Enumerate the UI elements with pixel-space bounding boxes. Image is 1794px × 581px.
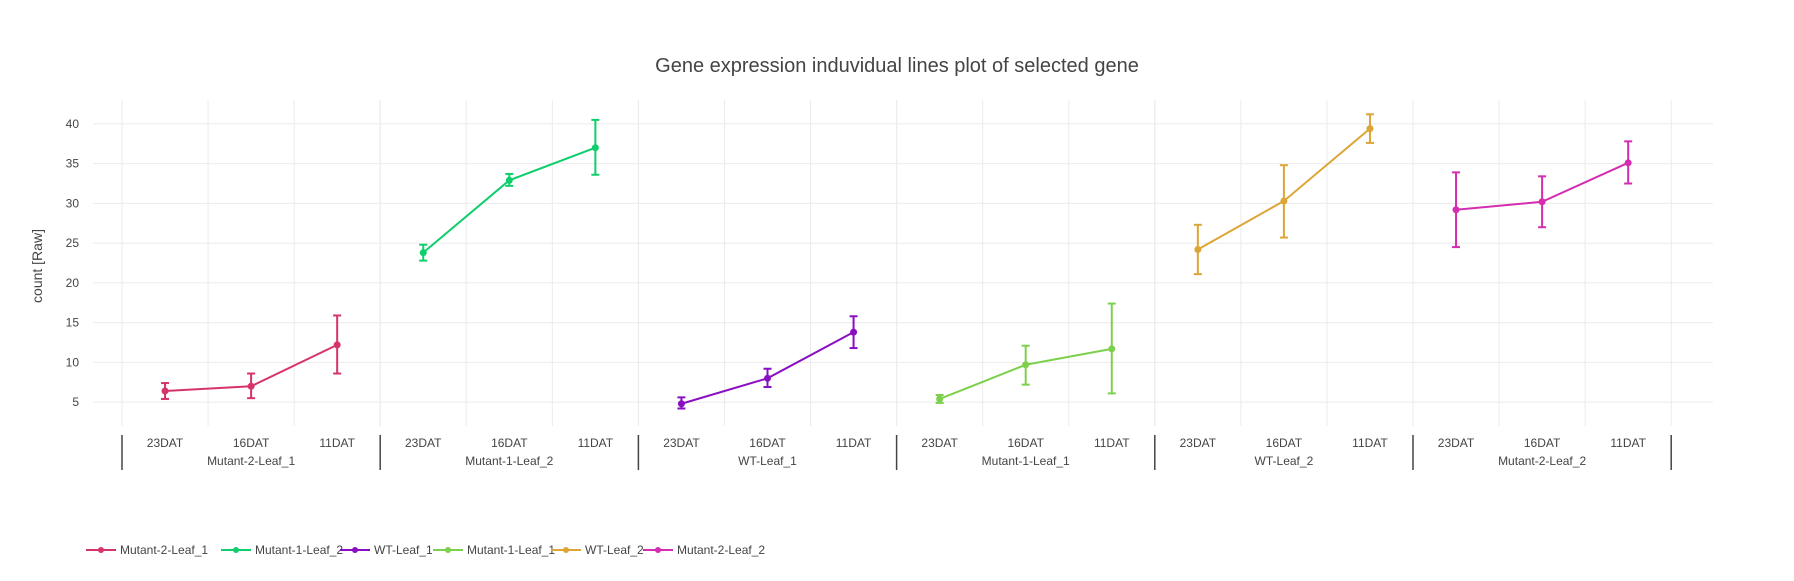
x-tick-label: 16DAT: [233, 436, 270, 450]
legend-item[interactable]: Mutant-1-Leaf_2: [221, 543, 343, 557]
x-group-label: Mutant-1-Leaf_2: [465, 454, 553, 468]
x-tick-label: 11DAT: [1352, 436, 1388, 450]
x-tick-label: 11DAT: [836, 436, 872, 450]
x-tick-label: 23DAT: [1438, 436, 1475, 450]
data-point[interactable]: [247, 382, 255, 390]
y-tick-label: 35: [66, 157, 80, 171]
series-Mutant-1-Leaf_2[interactable]: [419, 118, 600, 262]
y-tick-label: 15: [66, 316, 80, 330]
data-point[interactable]: [1280, 197, 1288, 205]
x-axis: 23DAT 16DAT 11DAT Mutant-2-Leaf_1 23DAT 16DAT…: [121, 435, 1672, 470]
legend-marker: [233, 547, 239, 553]
x-tick-label: 16DAT: [1266, 436, 1303, 450]
legend-label: Mutant-2-Leaf_2: [677, 543, 765, 557]
chart-title: Gene expression induvidual lines plot of…: [655, 55, 1139, 77]
x-group-label: Mutant-1-Leaf_1: [982, 454, 1070, 468]
data-point[interactable]: [591, 144, 599, 152]
legend-label: WT-Leaf_1: [374, 543, 433, 557]
x-tick-label: 11DAT: [319, 436, 355, 450]
legend-label: WT-Leaf_2: [585, 543, 644, 557]
series-WT-Leaf_2[interactable]: [1193, 113, 1374, 276]
x-tick-label: 11DAT: [1610, 436, 1646, 450]
legend-marker: [352, 547, 358, 553]
data-point[interactable]: [936, 395, 944, 403]
legend-label: Mutant-1-Leaf_1: [467, 543, 555, 557]
y-tick-label: 20: [66, 276, 80, 290]
series-WT-Leaf_1[interactable]: [677, 315, 858, 410]
x-tick-label: 11DAT: [578, 436, 614, 450]
legend-item[interactable]: WT-Leaf_2: [551, 543, 644, 557]
x-group-label: WT-Leaf_1: [738, 454, 797, 468]
x-group-label: Mutant-2-Leaf_1: [207, 454, 295, 468]
legend-marker: [655, 547, 661, 553]
gridlines: [93, 100, 1713, 426]
y-axis-title: count [Raw]: [29, 229, 45, 303]
y-tick-label: 40: [66, 117, 80, 131]
x-tick-label: 23DAT: [1180, 436, 1217, 450]
legend-item[interactable]: Mutant-2-Leaf_2: [643, 543, 765, 557]
legend-marker: [563, 547, 569, 553]
x-tick-label: 23DAT: [405, 436, 442, 450]
data-point[interactable]: [850, 328, 858, 336]
series-Mutant-2-Leaf_2[interactable]: [1452, 140, 1633, 249]
data-point[interactable]: [505, 176, 513, 184]
x-tick-label: 16DAT: [749, 436, 786, 450]
x-group-label: Mutant-2-Leaf_2: [1498, 454, 1586, 468]
legend-marker: [98, 547, 104, 553]
data-point[interactable]: [419, 249, 427, 257]
legend-label: Mutant-2-Leaf_1: [120, 543, 208, 557]
legend[interactable]: Mutant-2-Leaf_1 Mutant-1-Leaf_2 WT-Leaf_1 M…: [86, 543, 765, 557]
data-point[interactable]: [1624, 159, 1632, 167]
y-axis-ticks: 5 10 15 20 25 30 35 40: [66, 117, 80, 409]
y-tick-label: 10: [66, 355, 80, 369]
legend-item[interactable]: Mutant-2-Leaf_1: [86, 543, 208, 557]
data-point[interactable]: [1022, 361, 1030, 369]
data-point[interactable]: [333, 341, 341, 349]
x-tick-label: 23DAT: [147, 436, 184, 450]
legend-item[interactable]: Mutant-1-Leaf_1: [433, 543, 555, 557]
series-Mutant-1-Leaf_1[interactable]: [935, 302, 1116, 404]
y-tick-label: 5: [72, 395, 79, 409]
data-point[interactable]: [1366, 125, 1374, 133]
x-tick-label: 23DAT: [921, 436, 958, 450]
x-tick-label: 16DAT: [1007, 436, 1044, 450]
legend-label: Mutant-1-Leaf_2: [255, 543, 343, 557]
x-tick-label: 16DAT: [1524, 436, 1561, 450]
data-point[interactable]: [677, 400, 685, 408]
x-group-label: WT-Leaf_2: [1255, 454, 1314, 468]
data-point[interactable]: [1452, 206, 1460, 214]
data-point[interactable]: [1194, 245, 1202, 253]
data-point[interactable]: [161, 387, 169, 395]
x-tick-label: 11DAT: [1094, 436, 1130, 450]
series-Mutant-2-Leaf_1[interactable]: [161, 314, 342, 400]
data-point[interactable]: [1108, 345, 1116, 353]
y-tick-label: 25: [66, 236, 80, 250]
data-point[interactable]: [764, 374, 771, 382]
y-tick-label: 30: [66, 196, 80, 210]
x-tick-label: 23DAT: [663, 436, 700, 450]
legend-marker: [445, 547, 451, 553]
legend-item[interactable]: WT-Leaf_1: [340, 543, 433, 557]
series-layer: [161, 113, 1633, 410]
data-point[interactable]: [1538, 198, 1546, 206]
x-tick-label: 16DAT: [491, 436, 528, 450]
